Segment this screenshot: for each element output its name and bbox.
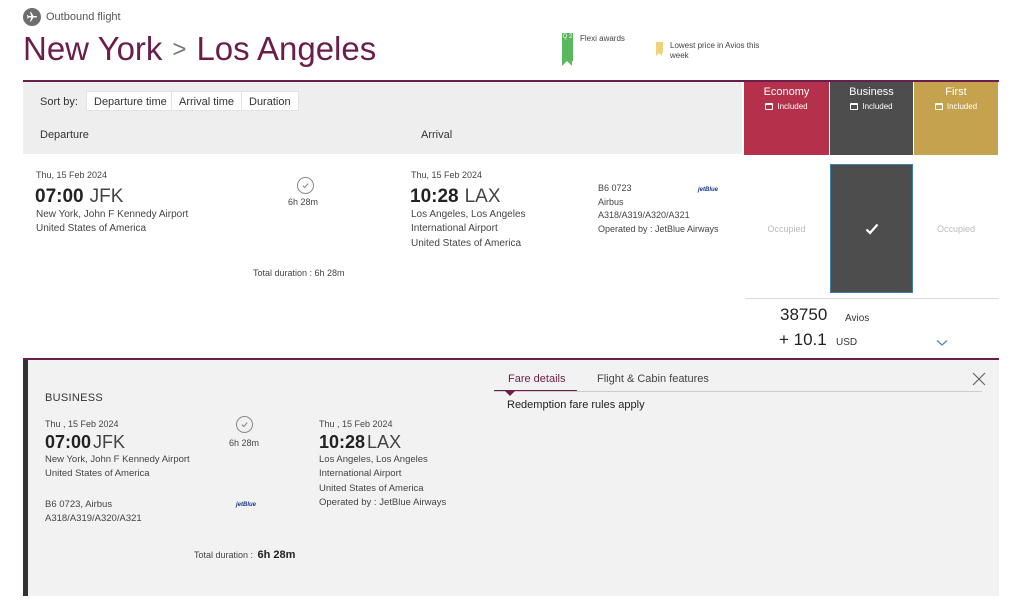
details-arrival-time: 10:28 LAX [319,432,402,452]
cabin-name: First [945,86,967,98]
arrival-time: 10:28 LAX [410,186,501,207]
price-box [745,298,999,358]
arrival-country: United States of America [411,238,522,249]
details-departure-country: United States of America [45,468,150,479]
operated-by: Operated by : JetBlue Airways [598,224,719,234]
flexi-award-legend: Flexi awards [580,34,625,43]
sort-departure-button[interactable]: Departure time [86,91,175,111]
flight-duration: 6h 28m [288,197,319,207]
tab-fare-details[interactable]: Fare details [494,373,578,392]
departure-column-header: Departure [40,129,89,141]
lowest-price-legend: Lowest price in Avios this week [670,41,760,60]
origin-city: New York [23,30,163,67]
avios-price: 38750 [780,305,828,324]
details-arrival-airport-line-2: International Airport [319,468,402,479]
lowest-price-icon [656,42,663,56]
departure-airport: New York, John F Kennedy Airport [36,209,189,220]
avios-label: Avios [845,313,870,324]
fare-rules-text: Redemption fare rules apply [507,399,645,411]
details-arrival-country: United States of America [319,483,424,494]
close-icon[interactable] [972,371,986,389]
first-availability: Occupied [936,223,976,234]
departure-country: United States of America [36,223,147,234]
details-departure-date: Thu , 15 Feb 2024 [45,419,119,429]
checkmark-icon [865,223,878,235]
included-label: Included [862,102,893,111]
details-flight-line-2: A318/A319/A320/A321 [45,513,142,524]
details-flight-line-1: B6 0723, Airbus [45,499,113,510]
usd-label: USD [836,337,858,348]
departure-time: 07:00 JFK [35,186,124,207]
jetblue-logo: jetBlue [236,502,257,508]
page-title: New York > Los Angeles [23,30,376,68]
details-duration: 6h 28m [229,438,260,448]
active-tab-indicator [505,391,515,396]
usd-price: + 10.1 [779,330,827,349]
included-label: Included [946,102,978,111]
flight-number: B6 0723 [598,183,632,193]
total-duration-label: Total duration : [194,550,254,560]
arrival-airport-line-2: International Airport [411,223,498,234]
header-divider [23,80,999,82]
included-label: Included [777,102,808,111]
duration-icon [297,177,314,194]
details-departure-airport: New York, John F Kennedy Airport [45,454,190,465]
aircraft-types: A318/A319/A320/A321 [598,210,690,220]
tab-flight-cabin-features[interactable]: Flight & Cabin features [597,373,709,385]
jetblue-logo: jetBlue [698,187,719,193]
cabin-header-first[interactable]: First Included [914,82,998,155]
departure-code: JFK [89,186,124,207]
details-departure-code: JFK [93,432,126,452]
aircraft-maker: Airbus [598,197,624,207]
details-arrival-date: Thu , 15 Feb 2024 [319,419,393,429]
sort-arrival-button[interactable]: Arrival time [171,91,243,111]
cabin-name: Business [849,86,894,98]
departure-date: Thu, 15 Feb 2024 [36,170,108,180]
tab-divider [494,391,982,392]
details-departure-time: 07:00 JFK [45,432,126,452]
business-fare-selected[interactable] [830,164,913,293]
destination-city: Los Angeles [196,30,377,67]
total-duration-value: 6h 28m [257,549,296,561]
details-divider [23,358,999,360]
cabin-header-business[interactable]: Business Included [830,82,913,155]
seat-icon [934,103,943,110]
seat-icon [765,103,774,110]
arrival-date: Thu, 15 Feb 2024 [411,170,483,180]
plane-icon [23,8,41,26]
chevron-down-icon[interactable] [936,336,948,350]
sort-duration-button[interactable]: Duration [241,91,299,111]
cabin-name: Economy [763,86,810,98]
arrival-code: LAX [464,186,501,207]
duration-icon [236,416,253,433]
economy-availability: Occupied [767,223,806,234]
details-cabin: BUSINESS [45,392,104,404]
outbound-label: Outbound flight [46,11,121,23]
details-arrival-code: LAX [367,432,402,452]
details-total-duration: Total duration : 6h 28m [194,545,295,563]
arrival-column-header: Arrival [421,129,453,141]
sort-label: Sort by: [40,96,78,108]
fare-details-panel [23,360,999,596]
seat-icon [850,103,859,110]
arrival-airport-line-1: Los Angeles, Los Angeles [411,209,526,220]
total-duration: Total duration : 6h 28m [253,268,345,278]
flexi-award-icon: Q 2 [562,33,573,66]
cabin-header-economy[interactable]: Economy Included [744,82,829,155]
details-operated-by: Operated by : JetBlue Airways [319,497,447,508]
route-separator: > [172,36,187,63]
details-arrival-airport-line-1: Los Angeles, Los Angeles [319,454,428,465]
